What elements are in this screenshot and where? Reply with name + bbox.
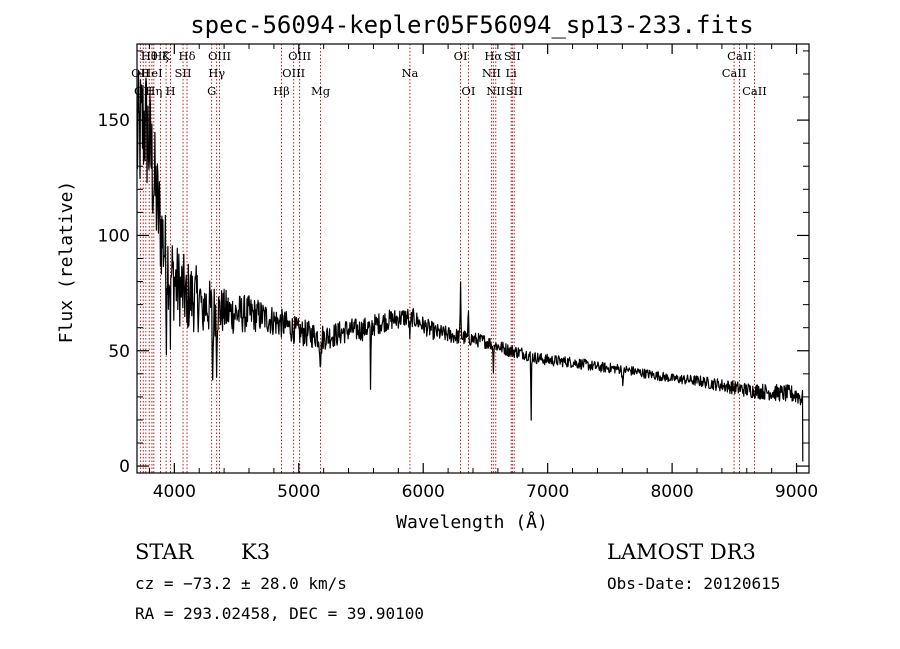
line-label-mg: Mg [311,84,331,98]
line-label-hγ: Hγ [208,66,225,80]
redshift-velocity: cz = −73.2 ± 28.0 km/s [135,574,347,593]
x-tick-label: 9000 [775,482,818,502]
line-label-hη: Hη [145,84,162,98]
x-tick-label: 6000 [402,482,445,502]
plot-frame [136,43,810,474]
line-label-h: H [141,49,151,63]
spectrum-line [136,69,804,462]
x-tick-label: 5000 [277,482,320,502]
y-tick-label: 50 [108,342,130,362]
x-axis-ticks: 4000 5000 6000 7000 8000 9000 [148,44,818,502]
line-label-sii: SII [506,84,523,98]
x-tick-label: 4000 [153,482,196,502]
line-label-caii: CaII [722,66,747,80]
object-subclass: K3 [241,540,271,564]
line-label-hθ: Hθ [141,49,158,63]
line-label-oiii: OIII [208,49,231,63]
line-label-k: K [162,49,171,63]
object-class: STAR [135,540,194,564]
line-label-hei: HeI [141,66,162,80]
line-label-hδ: Hδ [179,49,196,63]
y-tick-label: 100 [98,226,130,246]
chart-title: spec-56094-kepler05F56094_sp13-233.fits [190,11,754,39]
y-axis-label: Flux (relative) [56,181,77,344]
y-tick-label: 0 [119,457,130,477]
sky-coordinates: RA = 293.02458, DEC = 39.90100 [135,604,424,623]
line-label-h: H [165,84,175,98]
line-label-caii: CaII [742,84,767,98]
y-tick-label: 150 [98,111,130,131]
line-label-oi: OI [461,84,475,98]
line-label-na: Na [401,66,418,80]
line-label-sii: SII [504,49,521,63]
emission-line-markers [139,44,755,473]
line-label-hβ: Hβ [273,84,290,98]
line-label-nii: NII [486,84,505,98]
line-label-oiii: OIII [288,49,311,63]
observation-date: Obs-Date: 20120615 [607,574,781,593]
line-label-oii: OII [131,66,150,80]
x-axis-label: Wavelength (Å) [396,511,548,533]
line-label-g: G [207,84,216,98]
line-label-nii: NII [482,66,501,80]
survey-name: LAMOST DR3 [607,540,756,564]
line-label-oi: OI [454,49,468,63]
x-tick-label: 7000 [526,482,569,502]
line-label-li: Li [506,66,518,80]
x-tick-label: 8000 [650,482,693,502]
line-label-hα: Hα [484,49,502,63]
line-label-sii: SII [175,66,192,80]
line-label-hζ: Hζ [152,49,168,63]
emission-line-labels: OIIOIIHHθHeIHηHζKHSIIHδGHγOIIIHβOIIIOIII… [131,49,767,98]
line-label-caii: CaII [727,49,752,63]
y-axis-ticks: 0 50 100 150 [98,50,809,477]
line-label-oiii: OIII [282,66,305,80]
